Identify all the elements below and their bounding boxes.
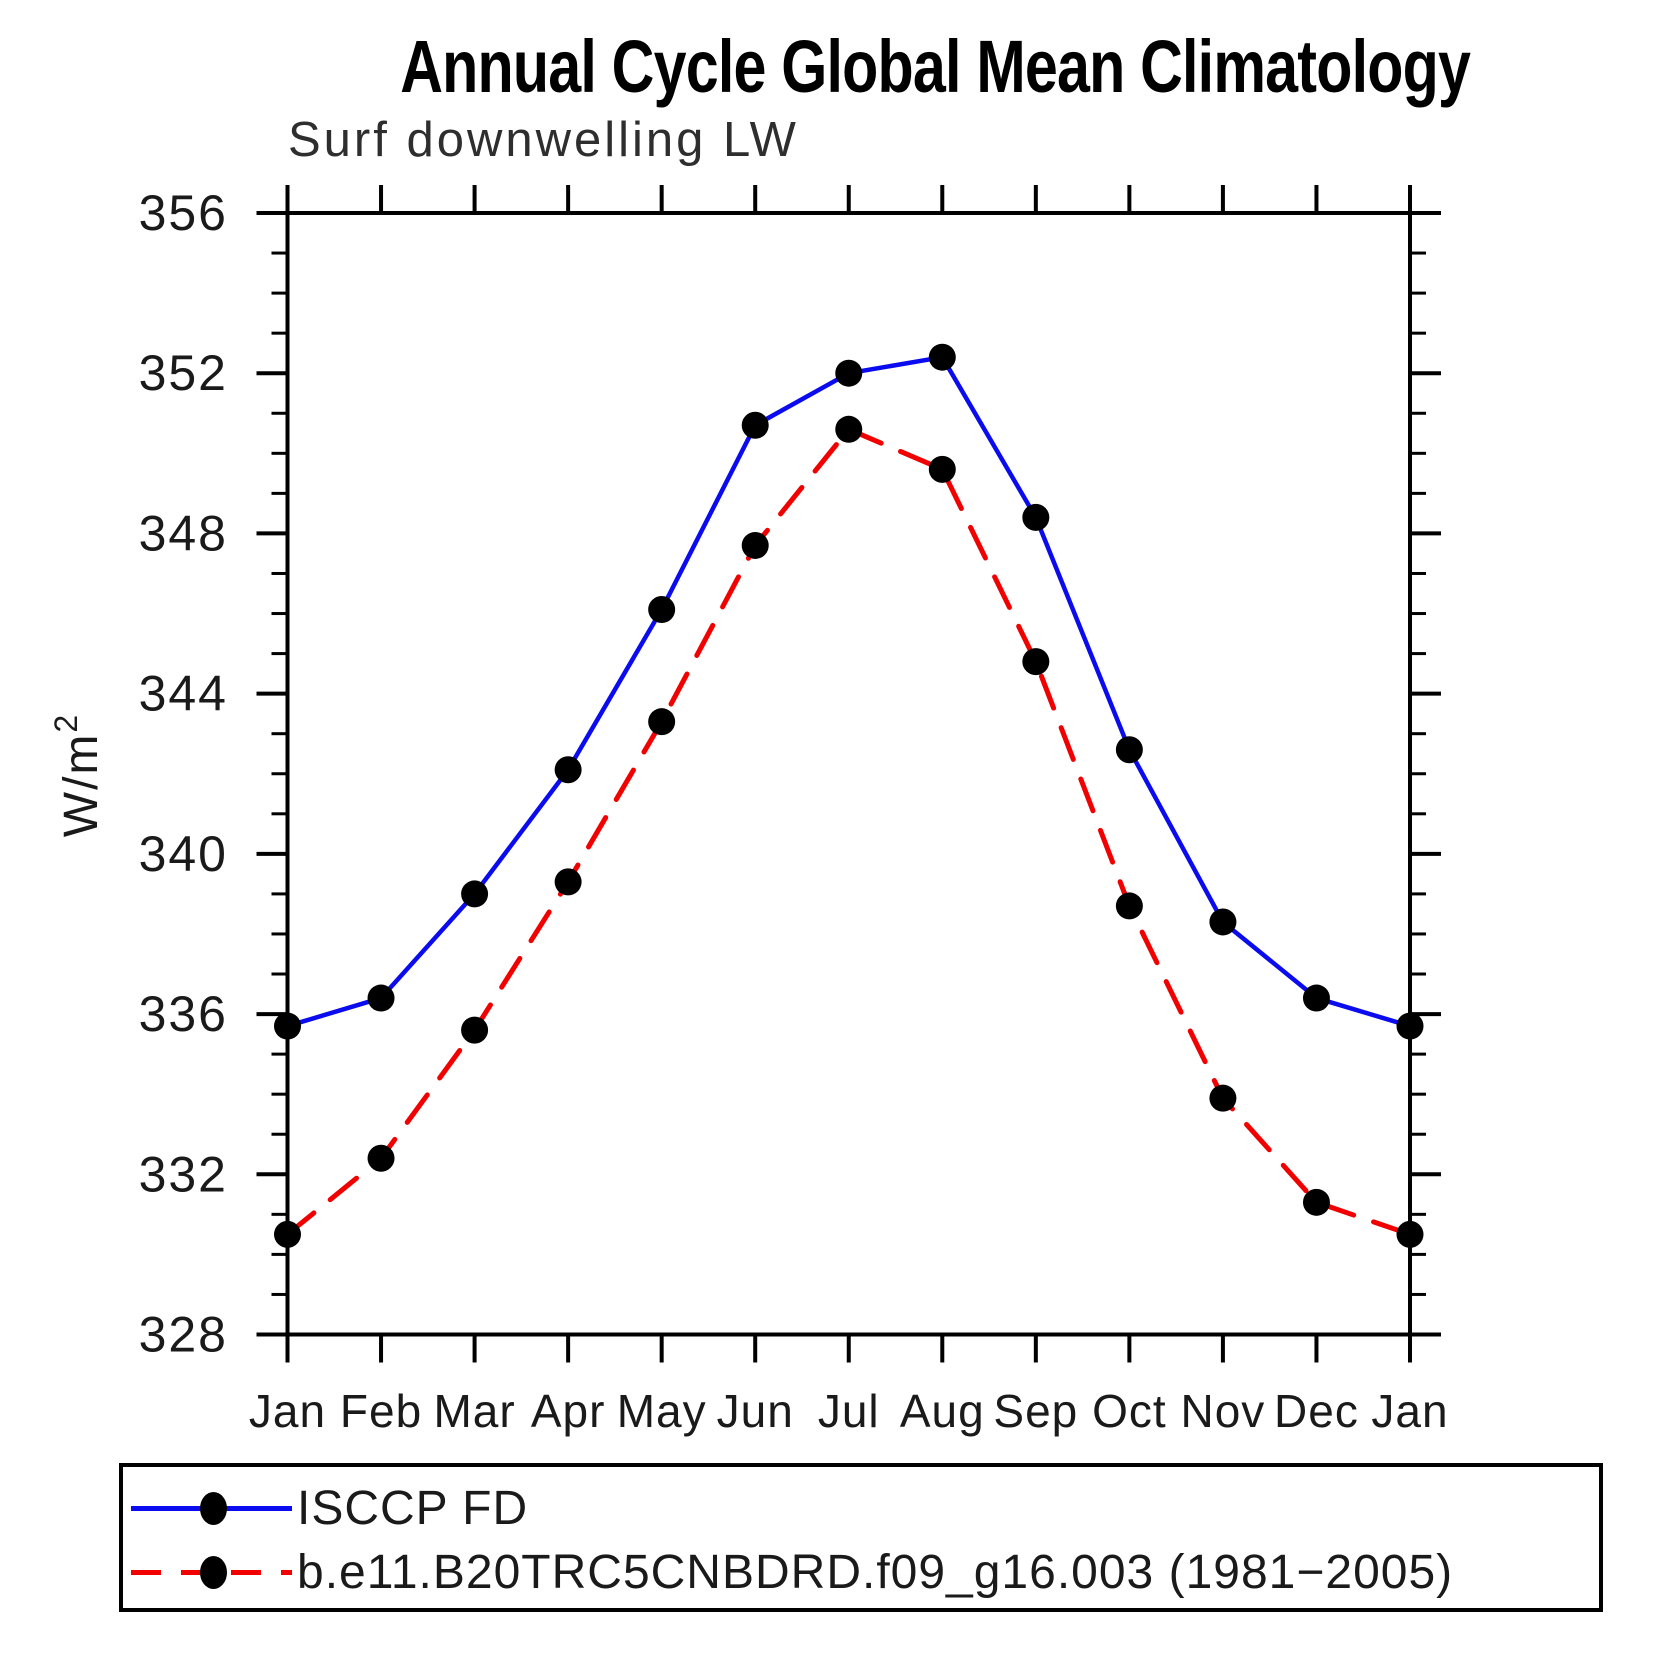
data-point-s0-4 [648, 596, 676, 624]
data-point-s0-6 [835, 359, 863, 387]
data-point-s0-2 [461, 880, 489, 908]
legend-sample-solid [131, 1491, 292, 1525]
x-axis-tick-label: Nov [1181, 1385, 1266, 1437]
data-point-s1-1 [367, 1144, 395, 1172]
data-point-s1-0 [274, 1220, 301, 1248]
data-point-s1-9 [1115, 892, 1143, 920]
data-point-s0-9 [1115, 736, 1143, 764]
legend-item-isccp: ISCCP FD [123, 1477, 1599, 1539]
data-point-s1-11 [1302, 1188, 1330, 1216]
y-axis-tick-label: 352 [139, 345, 228, 401]
x-axis-tick-label: Sep [993, 1385, 1078, 1437]
data-point-s0-11 [1302, 984, 1330, 1012]
data-point-s1-12 [1396, 1220, 1424, 1248]
x-axis-tick-label: Jun [717, 1385, 794, 1437]
data-point-s1-2 [461, 1016, 489, 1044]
data-point-s0-12 [1396, 1012, 1424, 1040]
data-point-s0-3 [554, 756, 582, 784]
y-axis-tick-label: 336 [139, 986, 228, 1042]
series-line-0 [285, 354, 1413, 1029]
legend-item-model: b.e11.B20TRC5CNBDRD.f09_g16.003 (1981−20… [123, 1541, 1599, 1603]
y-axis-tick-label: 340 [139, 826, 228, 882]
legend-box: ISCCP FD b.e11.B20TRC5CNBDRD.f09_g16.003… [119, 1463, 1603, 1612]
legend-label-isccp: ISCCP FD [297, 1481, 529, 1535]
legend-marker-dot [200, 1491, 227, 1525]
y-axis-tick-label: 344 [139, 666, 228, 722]
x-axis-tick-label: Oct [1092, 1385, 1167, 1437]
data-point-s1-7 [928, 455, 956, 483]
x-axis-tick-label: Dec [1274, 1385, 1359, 1437]
chart-title: Annual Cycle Global Mean Climatology [400, 25, 1471, 108]
x-axis-tick-label: Aug [900, 1385, 985, 1437]
data-point-s1-5 [741, 531, 769, 559]
y-axis-label: W/m2 [48, 713, 108, 837]
y-axis-tick-label: 348 [139, 505, 228, 561]
data-point-s1-8 [1022, 648, 1050, 676]
legend-sample-dashed [131, 1555, 292, 1589]
x-axis-tick-label: Jul [818, 1385, 880, 1437]
x-axis-tick-label: Apr [531, 1385, 606, 1437]
data-point-s1-10 [1209, 1084, 1237, 1112]
legend-label-model: b.e11.B20TRC5CNBDRD.f09_g16.003 (1981−20… [297, 1545, 1454, 1599]
y-axis-tick-label: 332 [139, 1146, 228, 1202]
data-point-s0-5 [741, 411, 769, 439]
legend-marker-dot [200, 1555, 227, 1589]
x-axis-tick-label: Jan [1371, 1385, 1448, 1437]
series-line-1 [285, 426, 1413, 1237]
y-axis-tick-label: 328 [139, 1307, 228, 1363]
data-point-s1-6 [835, 415, 863, 443]
x-axis-tick-label: Jan [249, 1385, 326, 1437]
data-point-s0-10 [1209, 908, 1237, 936]
data-point-s0-7 [928, 343, 956, 371]
y-axis-tick-label: 356 [139, 185, 228, 241]
data-point-s0-0 [274, 1012, 301, 1040]
data-point-s0-8 [1022, 503, 1050, 531]
data-point-s0-1 [367, 984, 395, 1012]
x-axis-tick-label: Feb [340, 1385, 422, 1437]
data-point-s1-3 [554, 868, 582, 896]
chart-subtitle: Surf downwelling LW [288, 113, 799, 167]
x-axis-tick-label: May [617, 1385, 707, 1437]
x-axis-tick-label: Mar [433, 1385, 515, 1437]
data-point-s1-4 [648, 708, 676, 736]
